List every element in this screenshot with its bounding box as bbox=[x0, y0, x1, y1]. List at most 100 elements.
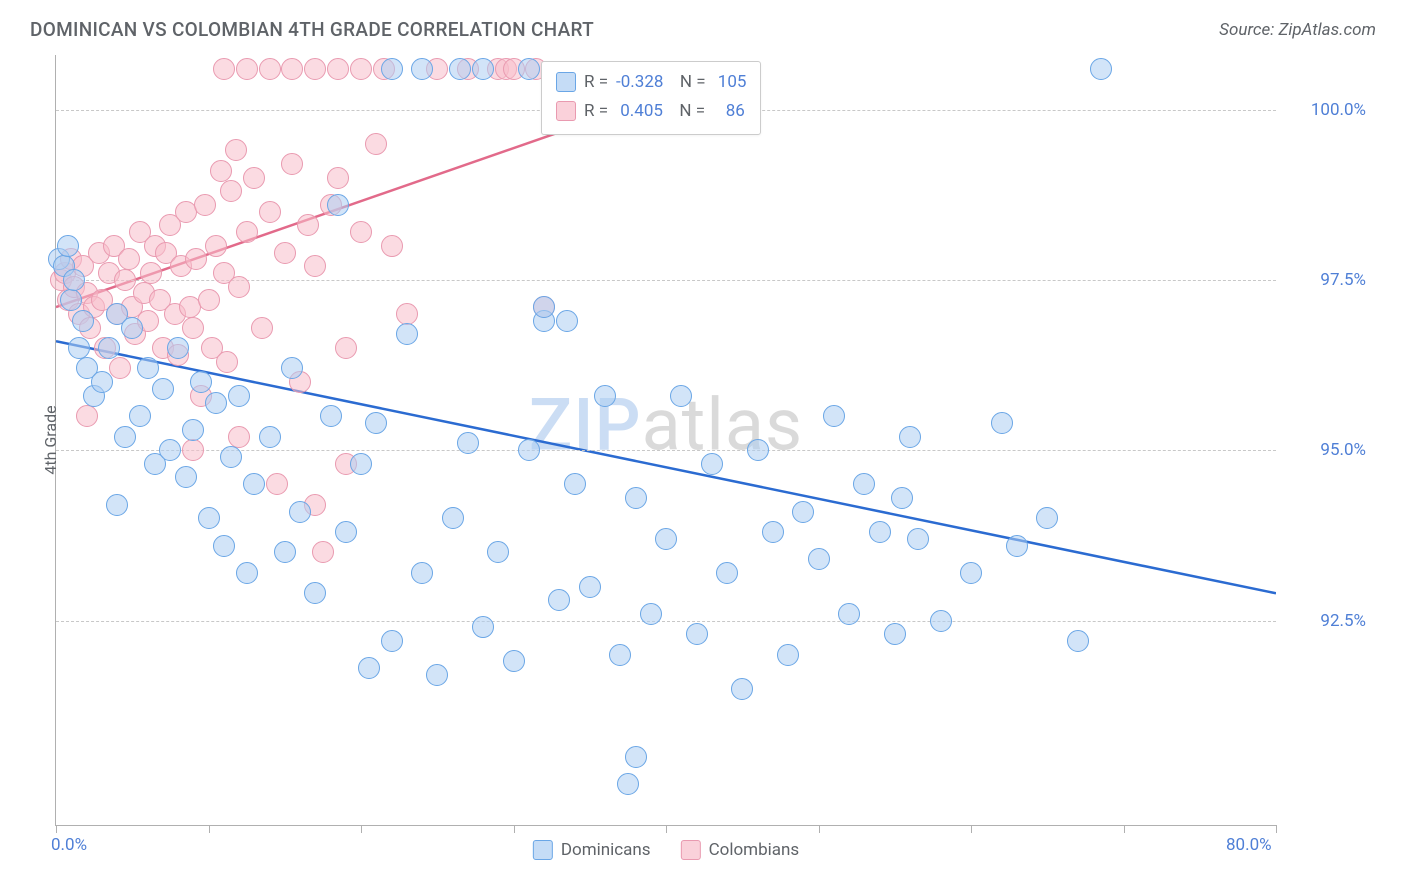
data-point bbox=[175, 466, 197, 488]
data-point bbox=[159, 439, 181, 461]
data-point bbox=[396, 303, 418, 325]
x-tick bbox=[666, 825, 667, 833]
data-point bbox=[213, 58, 235, 80]
data-point bbox=[381, 630, 403, 652]
data-point bbox=[274, 541, 296, 563]
x-tick bbox=[56, 825, 57, 833]
data-point bbox=[518, 58, 540, 80]
data-point bbox=[152, 378, 174, 400]
stat-row-1: R = -0.328 N = 105 bbox=[556, 68, 746, 97]
data-point bbox=[281, 357, 303, 379]
legend-label: Colombians bbox=[709, 840, 800, 860]
stat-row-2: R = 0.405 N = 86 bbox=[556, 97, 746, 126]
stat-label: R = bbox=[584, 97, 608, 126]
data-point bbox=[60, 289, 82, 311]
data-point bbox=[381, 235, 403, 257]
data-point bbox=[1067, 630, 1089, 652]
data-point bbox=[792, 501, 814, 523]
data-point bbox=[594, 385, 616, 407]
data-point bbox=[701, 453, 723, 475]
data-point bbox=[556, 310, 578, 332]
data-point bbox=[91, 371, 113, 393]
stat-n-value: 86 bbox=[713, 97, 745, 126]
data-point bbox=[182, 439, 204, 461]
data-point bbox=[251, 317, 273, 339]
swatch-icon bbox=[681, 840, 701, 860]
data-point bbox=[518, 439, 540, 461]
swatch-icon bbox=[556, 72, 576, 92]
chart-header: DOMINICAN VS COLOMBIAN 4TH GRADE CORRELA… bbox=[0, 0, 1406, 51]
stat-r-value: -0.328 bbox=[616, 68, 663, 97]
data-point bbox=[1090, 58, 1112, 80]
data-point bbox=[185, 248, 207, 270]
data-point bbox=[175, 201, 197, 223]
data-point bbox=[266, 473, 288, 495]
data-point bbox=[869, 521, 891, 543]
data-point bbox=[449, 58, 471, 80]
data-point bbox=[1006, 535, 1028, 557]
data-point bbox=[670, 385, 692, 407]
data-point bbox=[358, 657, 380, 679]
data-point bbox=[236, 58, 258, 80]
gridline-h bbox=[56, 621, 1276, 622]
data-point bbox=[190, 371, 212, 393]
data-point bbox=[350, 58, 372, 80]
data-point bbox=[442, 507, 464, 529]
x-tick bbox=[819, 825, 820, 833]
data-point bbox=[304, 582, 326, 604]
data-point bbox=[228, 385, 250, 407]
scatter-chart: 4th Grade ZIPatlas 92.5%95.0%97.5%100.0%… bbox=[55, 55, 1276, 826]
data-point bbox=[289, 501, 311, 523]
data-point bbox=[304, 58, 326, 80]
data-point bbox=[533, 296, 555, 318]
data-point bbox=[487, 541, 509, 563]
data-point bbox=[236, 562, 258, 584]
data-point bbox=[381, 58, 403, 80]
x-tick bbox=[1276, 825, 1277, 833]
data-point bbox=[716, 562, 738, 584]
data-point bbox=[68, 337, 90, 359]
data-point bbox=[731, 678, 753, 700]
data-point bbox=[281, 58, 303, 80]
data-point bbox=[1036, 507, 1058, 529]
data-point bbox=[205, 235, 227, 257]
data-point bbox=[625, 746, 647, 768]
swatch-icon bbox=[533, 840, 553, 860]
data-point bbox=[297, 214, 319, 236]
x-tick bbox=[971, 825, 972, 833]
data-point bbox=[579, 576, 601, 598]
legend-label: Dominicans bbox=[561, 840, 651, 860]
data-point bbox=[327, 167, 349, 189]
data-point bbox=[220, 446, 242, 468]
stat-label: N = bbox=[671, 68, 705, 97]
x-tick bbox=[361, 825, 362, 833]
data-point bbox=[327, 58, 349, 80]
legend-item: Dominicans bbox=[533, 840, 651, 860]
data-point bbox=[899, 426, 921, 448]
data-point bbox=[335, 337, 357, 359]
data-point bbox=[823, 405, 845, 427]
stat-label: N = bbox=[671, 97, 705, 126]
data-point bbox=[243, 167, 265, 189]
data-point bbox=[503, 650, 525, 672]
data-point bbox=[853, 473, 875, 495]
data-point bbox=[121, 317, 143, 339]
data-point bbox=[907, 528, 929, 550]
x-tick bbox=[1124, 825, 1125, 833]
data-point bbox=[63, 269, 85, 291]
data-point bbox=[411, 58, 433, 80]
data-point bbox=[335, 521, 357, 543]
data-point bbox=[625, 487, 647, 509]
data-point bbox=[118, 248, 140, 270]
data-point bbox=[472, 58, 494, 80]
x-tick-label: 0.0% bbox=[51, 835, 87, 855]
swatch-icon bbox=[556, 101, 576, 121]
data-point bbox=[747, 439, 769, 461]
data-point bbox=[198, 289, 220, 311]
correlation-stats-box: R = -0.328 N = 105R = 0.405 N = 86 bbox=[541, 61, 761, 135]
data-point bbox=[140, 262, 162, 284]
data-point bbox=[312, 541, 334, 563]
data-point bbox=[106, 494, 128, 516]
data-point bbox=[281, 153, 303, 175]
data-point bbox=[930, 610, 952, 632]
